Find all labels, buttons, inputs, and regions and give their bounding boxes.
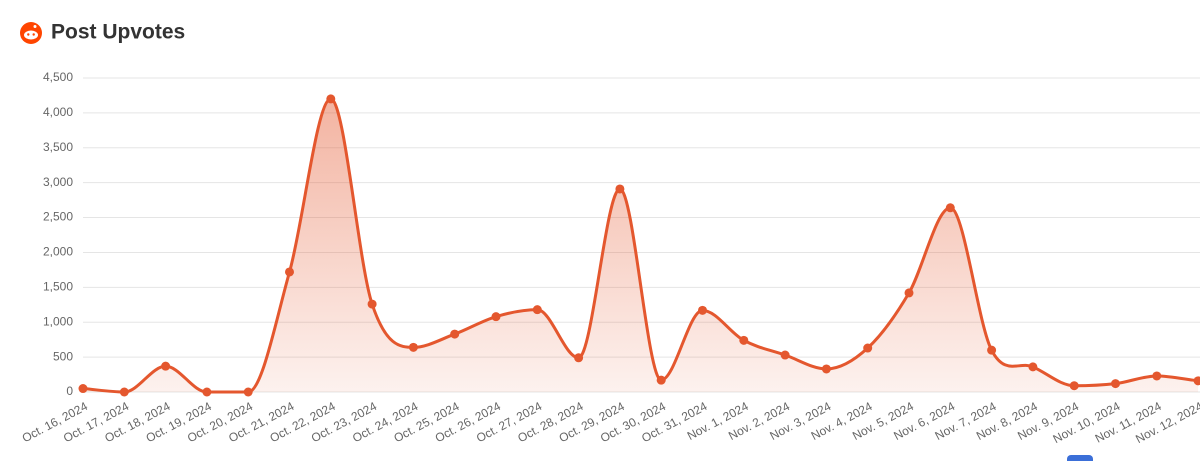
point [987, 345, 997, 355]
y-tick-label: 500 [53, 349, 73, 363]
point [780, 350, 790, 360]
y-tick-label: 3,000 [43, 175, 73, 189]
point [698, 305, 707, 315]
point [408, 342, 418, 352]
point [450, 329, 460, 339]
y-tick-label: 1,000 [43, 314, 73, 328]
point [285, 267, 294, 277]
point [202, 387, 212, 397]
point [615, 184, 625, 194]
chart-title: Post Upvotes [51, 21, 185, 44]
point [1069, 381, 1079, 391]
point [532, 305, 542, 315]
point [119, 387, 129, 397]
y-tick-label: 2,000 [43, 245, 73, 259]
point [739, 335, 749, 345]
y-tick-label: 4,000 [43, 105, 73, 119]
area-fill [83, 98, 1199, 392]
point [945, 203, 955, 213]
y-tick-label: 3,500 [43, 140, 73, 154]
y-tick-label: 0 [66, 384, 73, 398]
y-tick-label: 4,500 [43, 70, 73, 84]
point [863, 343, 873, 353]
point [821, 364, 831, 374]
point [1028, 362, 1038, 372]
y-tick-label: 2,500 [43, 210, 73, 224]
point [243, 387, 253, 397]
point [656, 375, 666, 385]
reddit-icon [20, 22, 42, 44]
point [326, 94, 336, 104]
point [491, 312, 501, 322]
point [1152, 371, 1162, 381]
point [1111, 379, 1120, 389]
y-tick-label: 1,500 [43, 280, 73, 294]
point [367, 299, 377, 309]
point [1193, 376, 1200, 386]
point [78, 384, 88, 394]
point [161, 361, 171, 371]
point [574, 353, 584, 363]
point [904, 288, 914, 298]
button-edge[interactable] [1067, 455, 1093, 461]
